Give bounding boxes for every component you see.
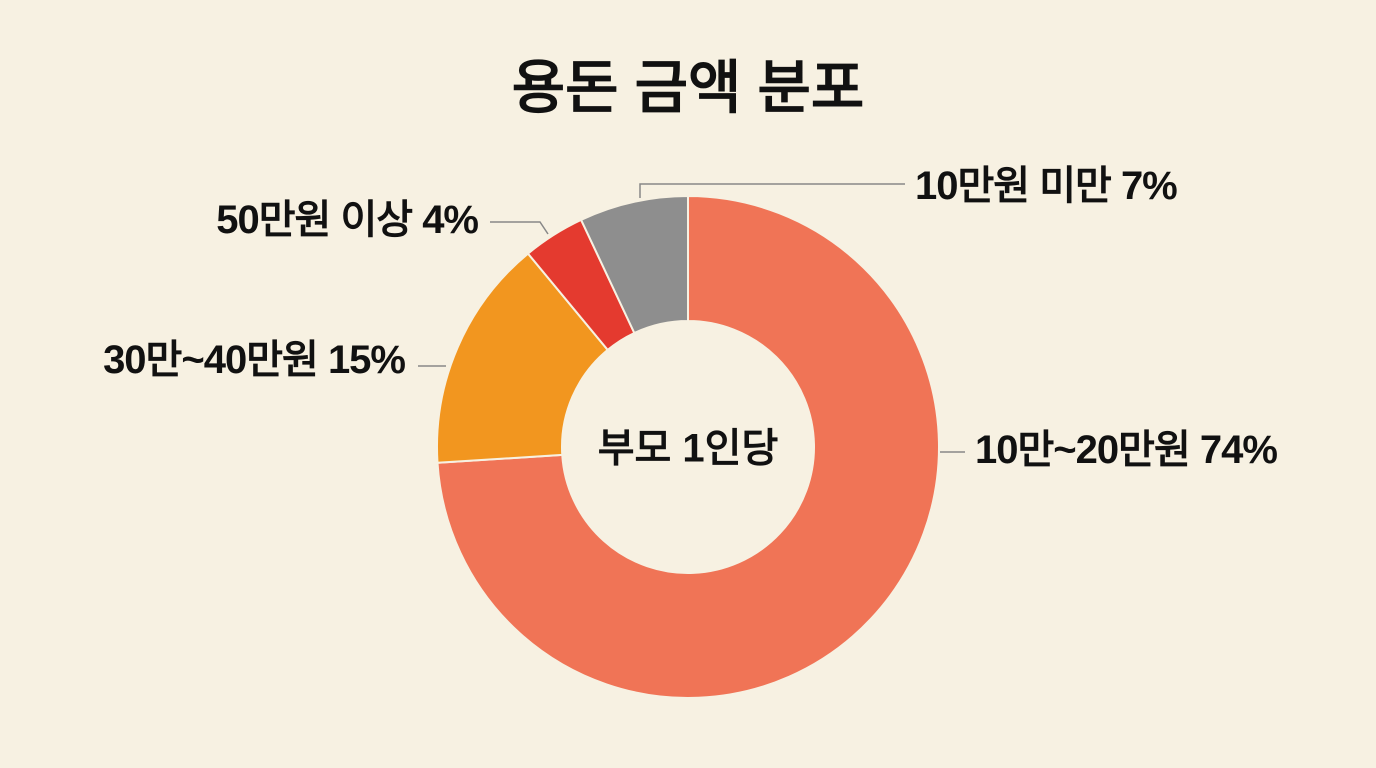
category-label: 10만~20만원 <box>975 428 1190 472</box>
donut-slice <box>579 194 689 335</box>
donut-slice <box>436 252 610 464</box>
center-label: 부모 1인당 <box>598 427 779 471</box>
slice-label: 10만~20만원 74% <box>975 428 1277 472</box>
value-label: 74% <box>1200 428 1277 472</box>
slice-label: 30만~40만원 15% <box>103 338 405 382</box>
slice-label: 10만원 미만 7% <box>915 164 1177 208</box>
value-label: 4% <box>422 198 478 242</box>
slice-label: 50만원 이상 4% <box>216 198 478 242</box>
leader-line <box>490 221 549 235</box>
leader-line <box>639 183 905 198</box>
category-label: 50만원 이상 <box>216 198 413 242</box>
category-label: 10만원 미만 <box>915 164 1112 208</box>
donut-slice <box>436 194 940 699</box>
value-label: 7% <box>1121 164 1177 208</box>
category-label: 30만~40만원 <box>103 338 318 382</box>
value-label: 15% <box>328 338 405 382</box>
chart-title: 용돈 금액 분포 <box>512 55 864 120</box>
